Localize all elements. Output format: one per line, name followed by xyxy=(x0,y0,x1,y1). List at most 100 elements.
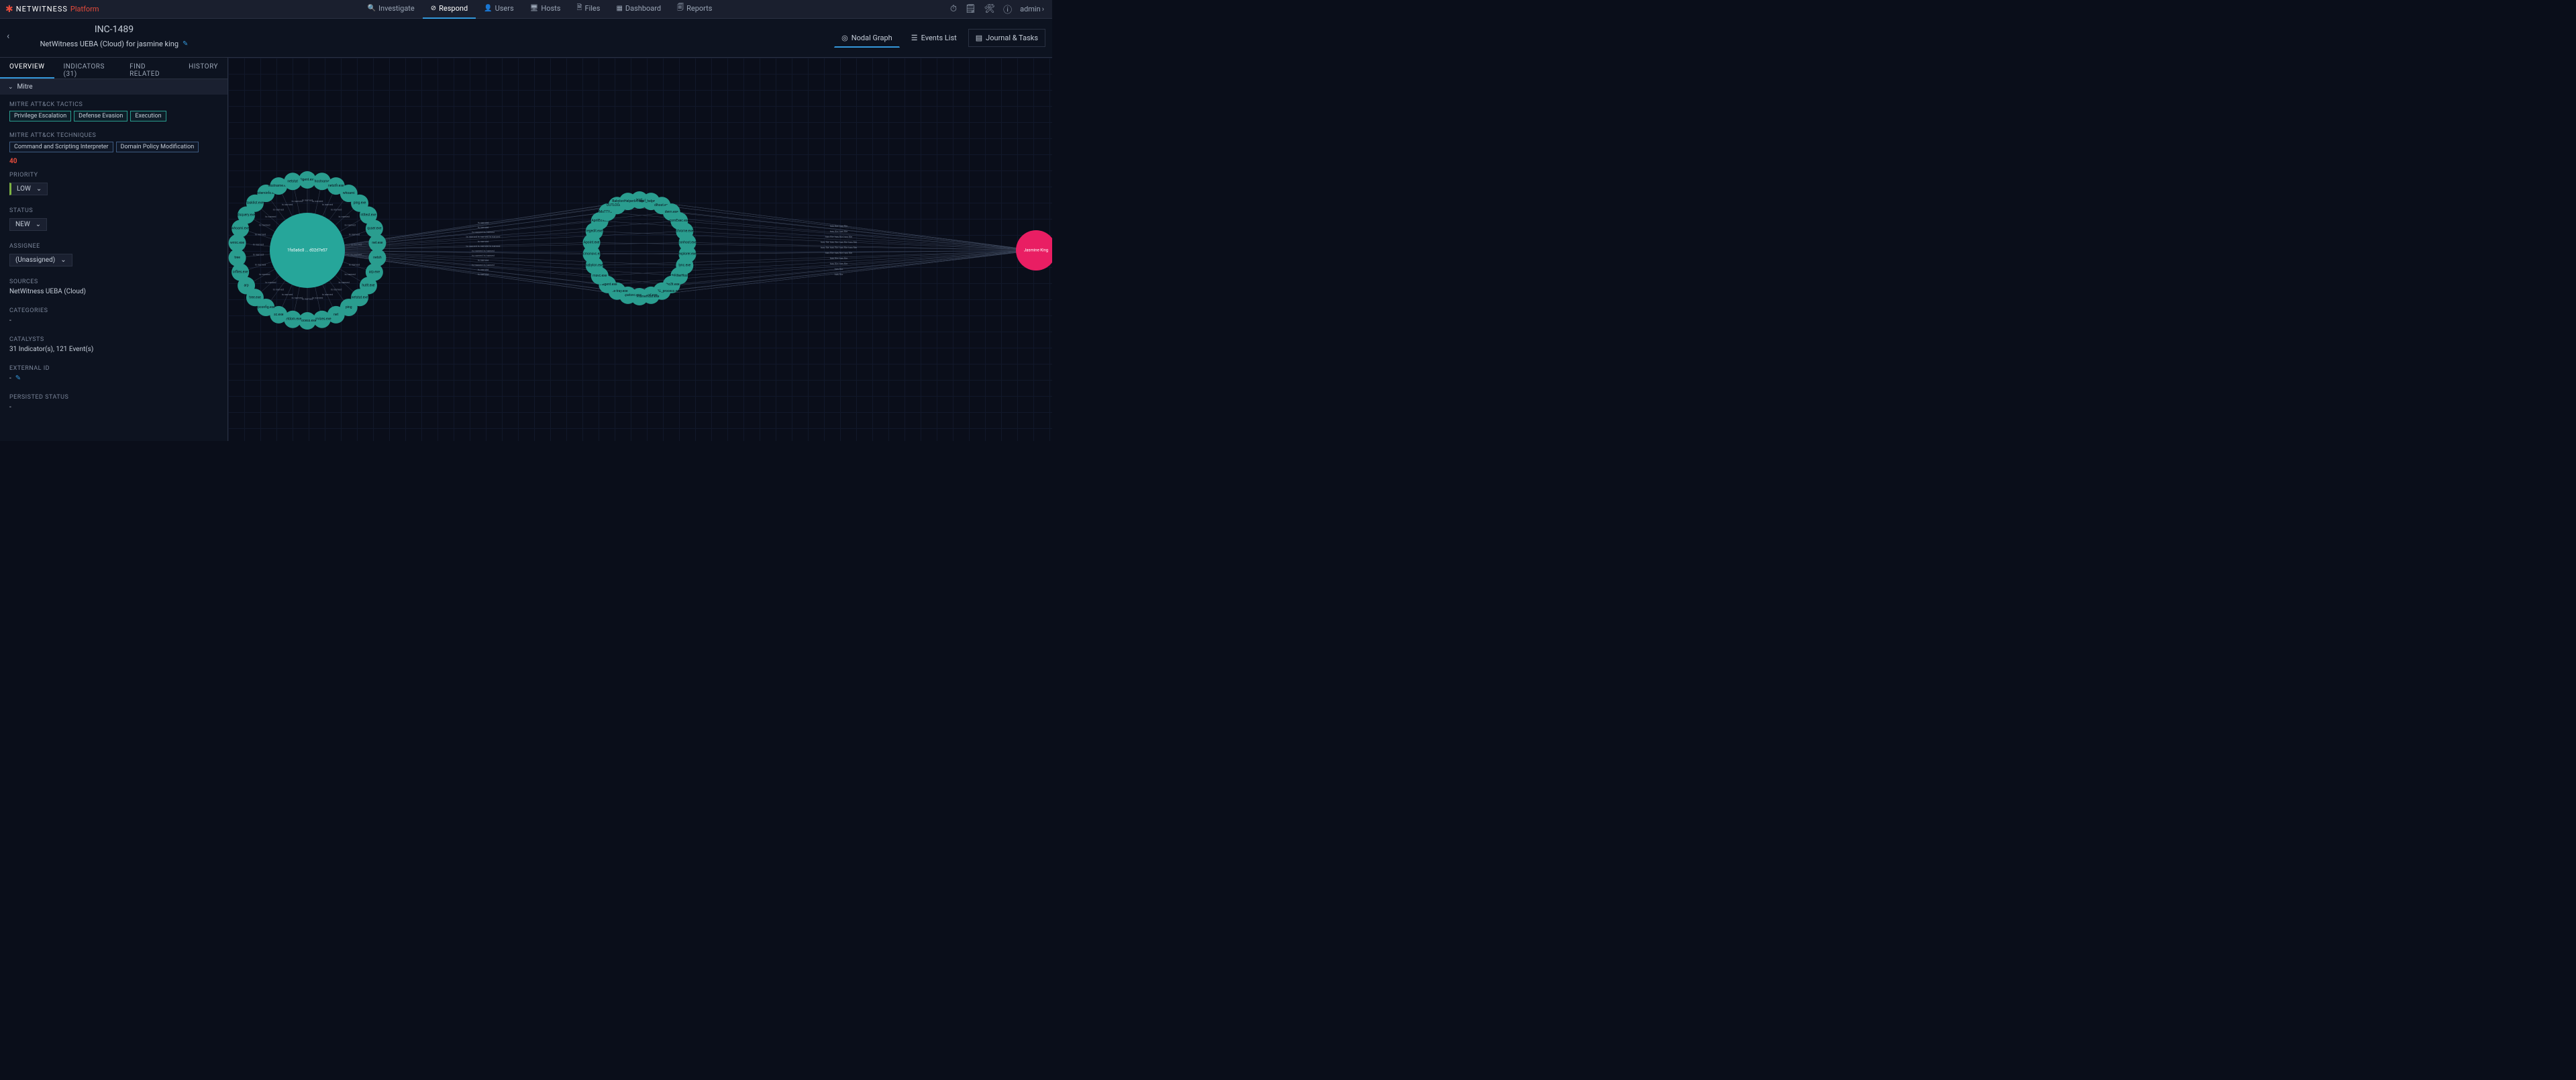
timer-icon[interactable]: ⏱ xyxy=(950,4,957,14)
incident-id: INC-1489 xyxy=(0,24,228,35)
nav-item-dashboard[interactable]: ▦Dashboard xyxy=(608,0,669,19)
persisted-label: PERSISTED STATUS xyxy=(0,387,227,403)
svg-text:is named is named is named: is named is named is named xyxy=(466,235,501,238)
svg-text:hutlt.exe: hutlt.exe xyxy=(362,284,374,288)
svg-text:has file has file has file: has file has file has file xyxy=(825,235,852,238)
brand-name: NETWITNESS xyxy=(16,5,68,13)
nav-item-investigate[interactable]: 🔍Investigate xyxy=(360,0,423,19)
nav-item-respond[interactable]: ⊘Respond xyxy=(423,0,476,19)
svg-text:is named: is named xyxy=(338,215,349,218)
svg-text:is named: is named xyxy=(478,240,488,243)
view-events-list[interactable]: ☰ Events List xyxy=(904,29,964,47)
svg-text:explorer.exe: explorer.exe xyxy=(678,252,697,256)
catalysts-value: 31 Indicator(s), 121 Event(s) xyxy=(0,346,227,358)
tools-icon[interactable]: 🛠 xyxy=(984,4,996,14)
investigate-icon: 🔍 xyxy=(368,5,376,12)
chevron-down-icon: ⌄ xyxy=(8,84,13,91)
svg-text:is named: is named xyxy=(349,232,360,236)
edit-title-icon[interactable]: ✎ xyxy=(183,40,188,48)
svg-text:is named: is named xyxy=(478,221,488,224)
svg-text:is named: is named xyxy=(255,232,266,236)
svg-text:is named: is named xyxy=(349,263,360,266)
svg-text:has file has file: has file has file xyxy=(830,230,847,233)
dashboard-icon: ▦ xyxy=(616,5,622,12)
mitre-section-header[interactable]: ⌄ Mitre xyxy=(0,79,227,95)
svg-text:is named is named: is named is named xyxy=(472,254,495,257)
svg-text:is named is named: is named is named xyxy=(472,230,495,234)
nav-item-reports[interactable]: 🗐Reports xyxy=(669,0,720,19)
svg-text:ping: ping xyxy=(346,305,352,309)
svg-text:is named is named: is named is named xyxy=(472,249,495,252)
tab-overview[interactable]: OVERVIEW xyxy=(0,58,54,79)
tactic-tag[interactable]: Execution xyxy=(130,111,166,121)
graph-area[interactable]: is namedis namedis namedis namedis named… xyxy=(228,58,1052,441)
svg-text:is named: is named xyxy=(292,199,303,203)
tab-indicators[interactable]: INDICATORS (31) xyxy=(54,58,121,79)
svg-text:netstat: netstat xyxy=(287,179,298,183)
admin-label: admin xyxy=(1020,5,1041,13)
tactics-tags: Privilege EscalationDefense EvasionExecu… xyxy=(0,111,227,126)
svg-text:is named: is named xyxy=(331,287,342,291)
catalysts-label: CATALYSTS xyxy=(0,330,227,346)
svg-text:dsquery.exe: dsquery.exe xyxy=(238,213,256,217)
svg-text:is named: is named xyxy=(344,223,355,226)
svg-text:has file has file has file: has file has file has file has file xyxy=(821,240,857,244)
nav-item-files[interactable]: 🗎Files xyxy=(568,0,608,19)
brand-suffix: Platform xyxy=(70,5,99,13)
svg-text:whoami: whoami xyxy=(343,191,355,195)
reports-icon: 🗐 xyxy=(677,3,684,14)
svg-text:tasklist.exe: tasklist.exe xyxy=(246,201,264,205)
priority-dropdown[interactable]: LOW ⌄ xyxy=(9,183,48,195)
status-dropdown[interactable]: NEW ⌄ xyxy=(9,218,47,231)
svg-text:is named is named is named: is named is named is named xyxy=(466,244,501,248)
admin-menu[interactable]: admin › xyxy=(1020,5,1044,13)
svg-text:has file: has file xyxy=(835,267,843,271)
svg-text:sc.exe: sc.exe xyxy=(274,313,284,317)
technique-tag[interactable]: Domain Policy Modification xyxy=(116,142,199,152)
svg-text:net: net xyxy=(333,313,338,317)
assignee-dropdown[interactable]: (Unassigned) ⌄ xyxy=(9,254,72,266)
svg-text:is named: is named xyxy=(259,273,270,276)
technique-tag[interactable]: Command and Scripting Interpreter xyxy=(9,142,113,152)
sidebar-tabs: OVERVIEW INDICATORS (31) FIND RELATED HI… xyxy=(0,58,227,79)
svg-text:is named: is named xyxy=(302,297,313,301)
respond-icon: ⊘ xyxy=(431,5,436,12)
svg-text:BabylonHelper64.exe: BabylonHelper64.exe xyxy=(612,199,643,203)
nav-item-hosts[interactable]: 🖥Hosts xyxy=(522,0,569,19)
svg-text:netsh: netsh xyxy=(373,256,382,260)
nav-center: 🔍Investigate⊘Respond👤Users🖥Hosts🗎Files▦D… xyxy=(360,0,721,19)
svg-text:is named: is named xyxy=(478,273,488,276)
tactic-tag[interactable]: Defense Evasion xyxy=(74,111,127,121)
svg-text:net.exe: net.exe xyxy=(372,241,382,245)
view-journal-tasks[interactable]: ▤ Journal & Tasks xyxy=(968,29,1045,47)
incident-title: NetWitness UEBA (Cloud) for jasmine king… xyxy=(40,40,189,48)
svg-text:is named: is named xyxy=(322,203,333,206)
back-button[interactable]: ‹ xyxy=(7,31,9,42)
svg-text:is named: is named xyxy=(253,253,264,256)
svg-text:is named: is named xyxy=(331,208,342,211)
chevron-right-icon: › xyxy=(1042,5,1044,13)
help-icon[interactable]: ⓘ xyxy=(1003,3,1012,15)
svg-text:is named: is named xyxy=(282,203,293,206)
mitre-label: Mitre xyxy=(17,83,33,91)
main: OVERVIEW INDICATORS (31) FIND RELATED HI… xyxy=(0,58,1052,441)
svg-text:is named: is named xyxy=(282,293,293,296)
tactic-tag[interactable]: Privilege Escalation xyxy=(9,111,71,121)
view-nodal-label: Nodal Graph xyxy=(852,34,892,42)
categories-value: - xyxy=(0,317,227,330)
tab-find-related[interactable]: FIND RELATED xyxy=(120,58,179,79)
brand[interactable]: ✱ NETWITNESS Platform xyxy=(0,4,105,15)
svg-text:is named: is named xyxy=(265,281,276,284)
notebook-icon[interactable]: 🗒 xyxy=(965,4,976,14)
edit-external-id-icon[interactable]: ✎ xyxy=(15,375,21,382)
external-id-value: - ✎ xyxy=(0,375,227,387)
svg-text:is named: is named xyxy=(312,296,323,299)
svg-text:ntltest.exe: ntltest.exe xyxy=(360,213,376,217)
svg-text:ping.exe: ping.exe xyxy=(354,201,366,205)
nodal-graph-svg[interactable]: is namedis namedis namedis namedis named… xyxy=(228,58,1052,441)
view-nodal-graph[interactable]: ◎ Nodal Graph xyxy=(834,29,900,48)
svg-text:has file has file: has file has file xyxy=(830,224,847,228)
tab-history[interactable]: HISTORY xyxy=(179,58,227,79)
nav-item-users[interactable]: 👤Users xyxy=(476,0,522,19)
svg-text:netstfr.exe: netstfr.exe xyxy=(328,183,344,188)
